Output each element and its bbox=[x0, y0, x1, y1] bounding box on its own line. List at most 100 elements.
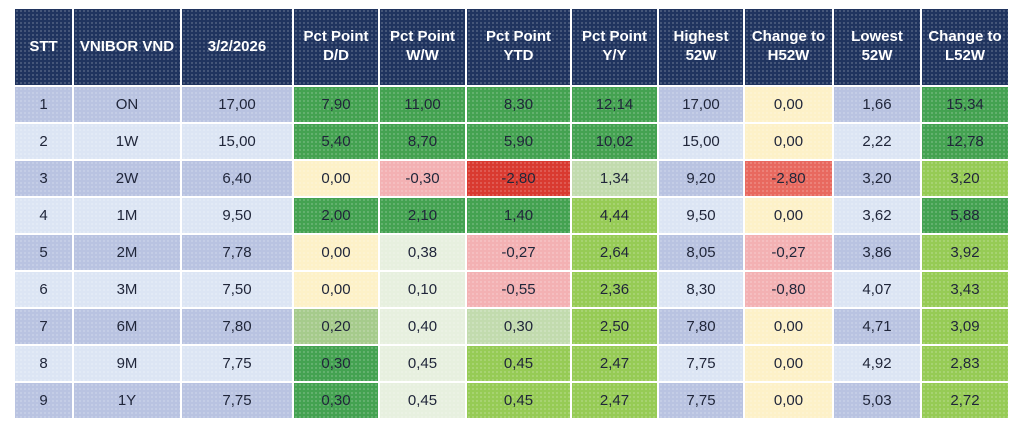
cell-change-l52w-row5: 3,92 bbox=[922, 235, 1008, 270]
cell-pct-ww-row8: 0,45 bbox=[380, 346, 465, 381]
cell-rate-row3: 6,40 bbox=[182, 161, 292, 196]
rates-table: STT VNIBOR VND 3/2/2026 Pct Point D/D Pc… bbox=[13, 7, 1010, 420]
cell-lowest-52w-row1: 1,66 bbox=[834, 87, 920, 122]
cell-change-l52w-row1: 15,34 bbox=[922, 87, 1008, 122]
cell-highest-52w-row5: 8,05 bbox=[659, 235, 743, 270]
table-row: 5 2M 7,78 0,00 0,38 -0,27 2,64 8,05 -0,27 3,86 3,9… bbox=[15, 235, 1008, 270]
cell-stt-row6: 6 bbox=[15, 272, 72, 307]
cell-pct-ytd-row2: 5,90 bbox=[467, 124, 570, 159]
cell-lowest-52w-row6: 4,07 bbox=[834, 272, 920, 307]
cell-pct-ytd-row1: 8,30 bbox=[467, 87, 570, 122]
cell-pct-dd-row5: 0,00 bbox=[294, 235, 378, 270]
cell-pct-ytd-row9: 0,45 bbox=[467, 383, 570, 418]
cell-pct-ww-row2: 8,70 bbox=[380, 124, 465, 159]
table-row: 2 1W 15,00 5,40 8,70 5,90 10,02 15,00 0,00 2,22 12… bbox=[15, 124, 1008, 159]
cell-highest-52w-row6: 8,30 bbox=[659, 272, 743, 307]
cell-change-h52w-row4: 0,00 bbox=[745, 198, 832, 233]
cell-pct-dd-row8: 0,30 bbox=[294, 346, 378, 381]
cell-rate-row9: 7,75 bbox=[182, 383, 292, 418]
col-header-change-h52w: Change to H52W bbox=[745, 9, 832, 85]
cell-pct-yy-row1: 12,14 bbox=[572, 87, 657, 122]
col-header-change-l52w: Change to L52W bbox=[922, 9, 1008, 85]
col-header-vnibor-vnd: VNIBOR VND bbox=[74, 9, 180, 85]
cell-highest-52w-row8: 7,75 bbox=[659, 346, 743, 381]
cell-pct-yy-row3: 1,34 bbox=[572, 161, 657, 196]
cell-change-h52w-row2: 0,00 bbox=[745, 124, 832, 159]
cell-change-h52w-row8: 0,00 bbox=[745, 346, 832, 381]
cell-stt-row2: 2 bbox=[15, 124, 72, 159]
cell-pct-ytd-row6: -0,55 bbox=[467, 272, 570, 307]
col-header-stt: STT bbox=[15, 9, 72, 85]
col-header-pct-dd: Pct Point D/D bbox=[294, 9, 378, 85]
cell-rate-row4: 9,50 bbox=[182, 198, 292, 233]
table-row: 7 6M 7,80 0,20 0,40 0,30 2,50 7,80 0,00 4,71 3,09 bbox=[15, 309, 1008, 344]
cell-pct-ytd-row7: 0,30 bbox=[467, 309, 570, 344]
cell-pct-ww-row5: 0,38 bbox=[380, 235, 465, 270]
cell-stt-row5: 5 bbox=[15, 235, 72, 270]
cell-pct-dd-row2: 5,40 bbox=[294, 124, 378, 159]
cell-pct-dd-row1: 7,90 bbox=[294, 87, 378, 122]
cell-pct-ytd-row5: -0,27 bbox=[467, 235, 570, 270]
header-row: STT VNIBOR VND 3/2/2026 Pct Point D/D Pc… bbox=[15, 9, 1008, 85]
col-header-pct-ww: Pct Point W/W bbox=[380, 9, 465, 85]
cell-rate-row2: 15,00 bbox=[182, 124, 292, 159]
cell-change-h52w-row6: -0,80 bbox=[745, 272, 832, 307]
cell-pct-ytd-row4: 1,40 bbox=[467, 198, 570, 233]
cell-pct-yy-row7: 2,50 bbox=[572, 309, 657, 344]
table-row: 4 1M 9,50 2,00 2,10 1,40 4,44 9,50 0,00 3,62 5,88 bbox=[15, 198, 1008, 233]
col-header-pct-yy: Pct Point Y/Y bbox=[572, 9, 657, 85]
cell-stt-row1: 1 bbox=[15, 87, 72, 122]
cell-change-l52w-row8: 2,83 bbox=[922, 346, 1008, 381]
cell-rate-row1: 17,00 bbox=[182, 87, 292, 122]
cell-pct-yy-row8: 2,47 bbox=[572, 346, 657, 381]
cell-tenor-row5: 2M bbox=[74, 235, 180, 270]
cell-change-h52w-row3: -2,80 bbox=[745, 161, 832, 196]
cell-lowest-52w-row7: 4,71 bbox=[834, 309, 920, 344]
cell-pct-yy-row4: 4,44 bbox=[572, 198, 657, 233]
cell-rate-row7: 7,80 bbox=[182, 309, 292, 344]
table-row: 1 ON 17,00 7,90 11,00 8,30 12,14 17,00 0,00 1,66 1… bbox=[15, 87, 1008, 122]
cell-lowest-52w-row3: 3,20 bbox=[834, 161, 920, 196]
cell-pct-ww-row9: 0,45 bbox=[380, 383, 465, 418]
cell-highest-52w-row2: 15,00 bbox=[659, 124, 743, 159]
col-header-highest-52w: Highest 52W bbox=[659, 9, 743, 85]
cell-lowest-52w-row9: 5,03 bbox=[834, 383, 920, 418]
cell-highest-52w-row3: 9,20 bbox=[659, 161, 743, 196]
cell-tenor-row8: 9M bbox=[74, 346, 180, 381]
cell-stt-row4: 4 bbox=[15, 198, 72, 233]
table-row: 8 9M 7,75 0,30 0,45 0,45 2,47 7,75 0,00 4,92 2,83 bbox=[15, 346, 1008, 381]
cell-pct-ww-row3: -0,30 bbox=[380, 161, 465, 196]
cell-tenor-row2: 1W bbox=[74, 124, 180, 159]
cell-tenor-row3: 2W bbox=[74, 161, 180, 196]
cell-stt-row9: 9 bbox=[15, 383, 72, 418]
table-row: 6 3M 7,50 0,00 0,10 -0,55 2,36 8,30 -0,80 4,07 3,4… bbox=[15, 272, 1008, 307]
cell-highest-52w-row9: 7,75 bbox=[659, 383, 743, 418]
cell-tenor-row4: 1M bbox=[74, 198, 180, 233]
cell-pct-yy-row5: 2,64 bbox=[572, 235, 657, 270]
cell-pct-ww-row7: 0,40 bbox=[380, 309, 465, 344]
cell-pct-dd-row4: 2,00 bbox=[294, 198, 378, 233]
cell-rate-row8: 7,75 bbox=[182, 346, 292, 381]
cell-pct-dd-row7: 0,20 bbox=[294, 309, 378, 344]
cell-change-l52w-row3: 3,20 bbox=[922, 161, 1008, 196]
cell-pct-dd-row3: 0,00 bbox=[294, 161, 378, 196]
cell-pct-ww-row6: 0,10 bbox=[380, 272, 465, 307]
cell-lowest-52w-row5: 3,86 bbox=[834, 235, 920, 270]
cell-change-h52w-row5: -0,27 bbox=[745, 235, 832, 270]
cell-highest-52w-row4: 9,50 bbox=[659, 198, 743, 233]
cell-stt-row3: 3 bbox=[15, 161, 72, 196]
cell-stt-row7: 7 bbox=[15, 309, 72, 344]
cell-lowest-52w-row4: 3,62 bbox=[834, 198, 920, 233]
table-row: 9 1Y 7,75 0,30 0,45 0,45 2,47 7,75 0,00 5,03 2,72 bbox=[15, 383, 1008, 418]
cell-lowest-52w-row8: 4,92 bbox=[834, 346, 920, 381]
col-header-lowest-52w: Lowest 52W bbox=[834, 9, 920, 85]
cell-tenor-row9: 1Y bbox=[74, 383, 180, 418]
cell-pct-dd-row6: 0,00 bbox=[294, 272, 378, 307]
cell-tenor-row7: 6M bbox=[74, 309, 180, 344]
cell-pct-ytd-row3: -2,80 bbox=[467, 161, 570, 196]
table-body: 1 ON 17,00 7,90 11,00 8,30 12,14 17,00 0,00 1,66 1… bbox=[15, 87, 1008, 418]
cell-highest-52w-row1: 17,00 bbox=[659, 87, 743, 122]
table-header: STT VNIBOR VND 3/2/2026 Pct Point D/D Pc… bbox=[15, 9, 1008, 85]
col-header-pct-ytd: Pct Point YTD bbox=[467, 9, 570, 85]
cell-highest-52w-row7: 7,80 bbox=[659, 309, 743, 344]
